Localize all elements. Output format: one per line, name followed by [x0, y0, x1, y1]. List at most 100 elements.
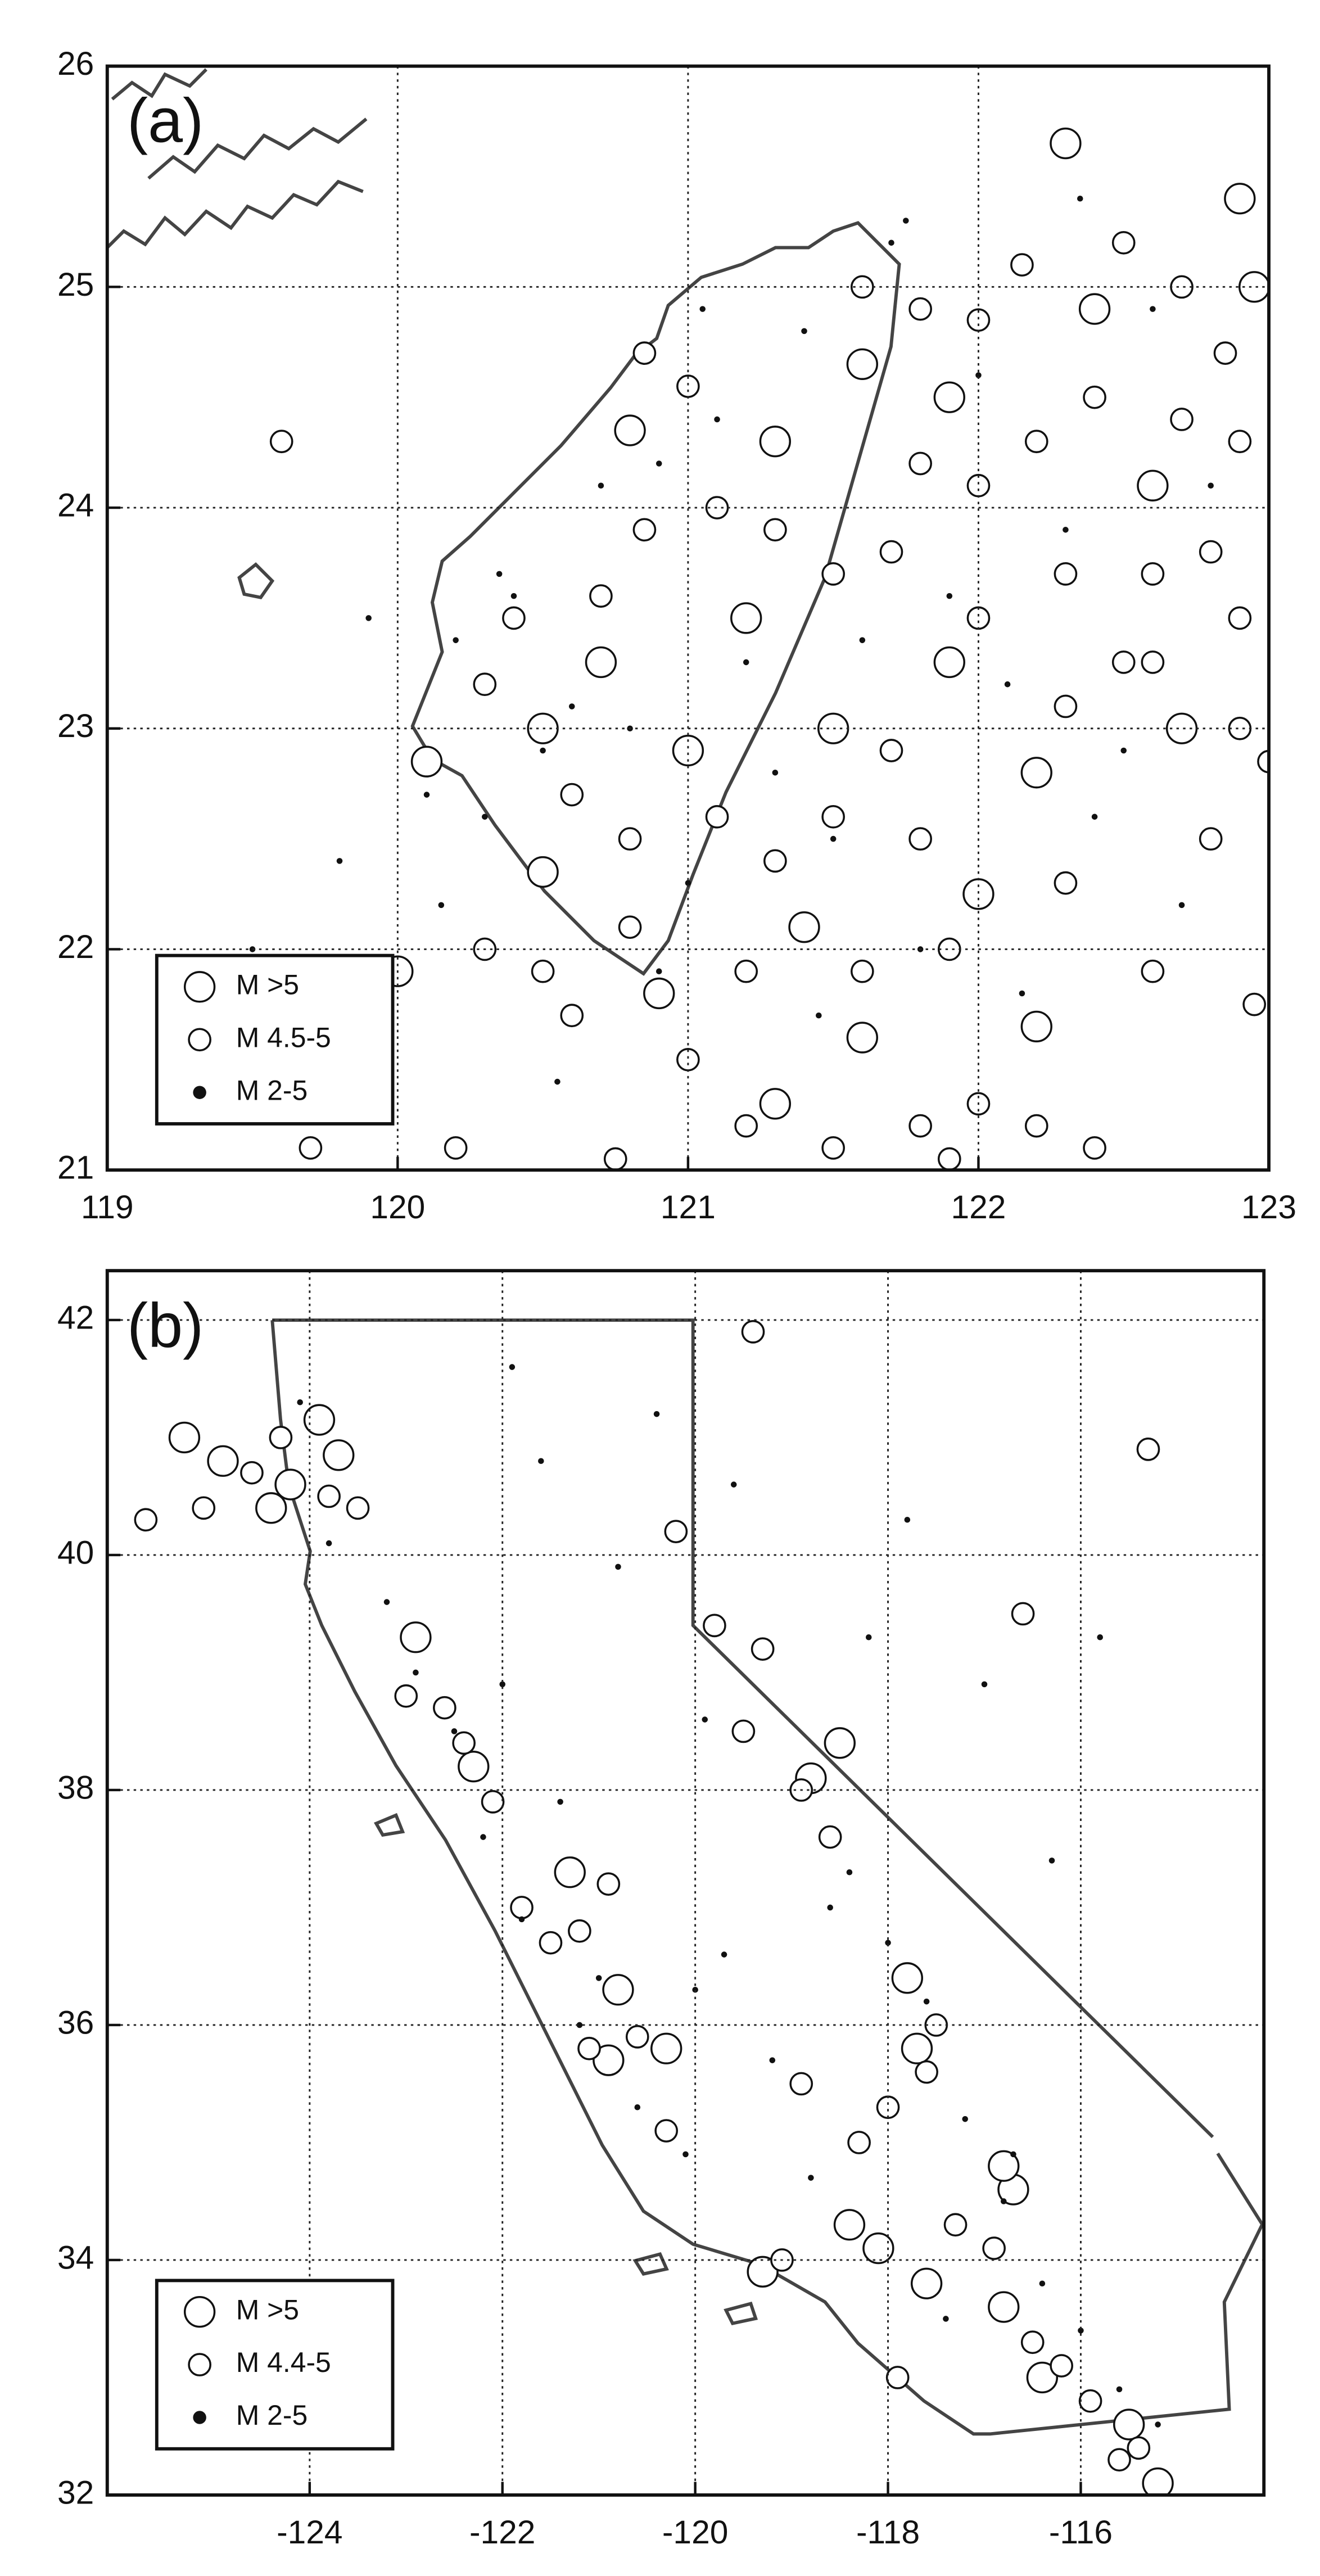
quake — [966, 473, 991, 498]
quake — [847, 2131, 871, 2154]
quake — [846, 1022, 879, 1054]
quake — [596, 1872, 621, 1896]
quake — [554, 1078, 560, 1085]
y-tick-label: 38 — [57, 1769, 94, 1806]
panel: 119 120 121 122 123 21 22 23 24 25 26 (a) M >5 M 4.5-… — [57, 46, 1296, 1226]
quake — [1228, 606, 1252, 630]
y-tick-label: 24 — [57, 487, 94, 524]
quake — [365, 615, 372, 621]
quake — [1083, 1136, 1106, 1160]
quake — [557, 1798, 563, 1805]
quake — [510, 1896, 534, 1919]
quake — [1141, 959, 1165, 983]
quake — [1083, 385, 1106, 409]
quake — [618, 915, 642, 939]
quake — [1199, 827, 1223, 851]
legend-label: M >5 — [236, 969, 299, 1001]
quake — [891, 1962, 924, 1994]
legend: M >5 M 4.5-5 M 2-5 — [155, 953, 395, 1126]
quake — [937, 1147, 961, 1171]
quake — [885, 1940, 891, 1946]
quake — [1091, 814, 1098, 820]
quake — [833, 2209, 866, 2241]
quake — [859, 637, 866, 643]
quake — [730, 1481, 737, 1488]
quake — [1113, 2408, 1145, 2441]
quake — [458, 1750, 490, 1783]
quake — [824, 1727, 856, 1759]
quake — [808, 2175, 814, 2181]
quake — [982, 2236, 1006, 2260]
legend-label: M 4.5-5 — [236, 1022, 331, 1053]
quake — [772, 769, 779, 776]
legend-marker — [188, 2353, 211, 2376]
x-tick-label: -122 — [469, 2514, 535, 2551]
x-tick-label: -120 — [662, 2514, 728, 2551]
quake — [510, 593, 517, 599]
quake — [269, 430, 293, 454]
quake — [1054, 562, 1078, 586]
quake — [496, 571, 503, 577]
legend: M >5 M 4.4-5 M 2-5 — [155, 2279, 395, 2451]
quake — [1011, 1602, 1035, 1626]
quake — [741, 1320, 765, 1344]
quake — [1141, 562, 1165, 586]
quake — [297, 1399, 303, 1405]
quake — [721, 1951, 727, 1958]
quake — [908, 1114, 932, 1138]
quake — [908, 451, 932, 476]
quake — [1078, 293, 1111, 325]
quake — [589, 584, 613, 608]
quake — [585, 646, 617, 679]
quake — [751, 1637, 775, 1661]
quake — [888, 239, 894, 246]
quake — [759, 426, 792, 458]
quake — [255, 1492, 287, 1524]
quake — [801, 328, 807, 335]
quake — [1116, 2386, 1123, 2393]
quake — [317, 1484, 341, 1508]
quake — [943, 2213, 968, 2237]
quake — [830, 835, 837, 842]
quake — [910, 2267, 943, 2299]
quake — [734, 959, 758, 983]
legend-marker — [193, 1086, 206, 1099]
quake — [923, 1998, 930, 2005]
quake — [1224, 183, 1256, 215]
x-tick-label: -124 — [277, 2514, 342, 2551]
quake — [915, 2060, 938, 2084]
plot-area — [134, 1320, 1174, 2495]
legend-marker — [183, 971, 216, 1003]
quake — [323, 1439, 355, 1471]
quake — [1010, 253, 1034, 277]
quake — [1063, 527, 1069, 533]
quake — [632, 341, 657, 365]
y-tick-label: 42 — [57, 1299, 94, 1336]
quake — [1020, 1010, 1052, 1043]
legend-marker — [188, 1028, 211, 1052]
quake — [1242, 992, 1267, 1016]
quake — [1050, 127, 1082, 160]
quake — [1054, 871, 1078, 895]
quake — [539, 1931, 563, 1955]
quake — [577, 2036, 601, 2060]
quake — [518, 1916, 525, 1923]
quake — [656, 968, 662, 974]
quake — [699, 306, 706, 312]
quake — [821, 562, 846, 586]
quake — [1024, 1114, 1048, 1138]
panel-label: (a) — [127, 85, 204, 156]
quake — [480, 1834, 486, 1840]
quake — [1004, 681, 1011, 688]
quake — [593, 2044, 625, 2076]
quake — [207, 1445, 239, 1477]
plot-frame — [105, 1269, 1266, 2497]
quake — [1142, 2467, 1174, 2495]
quake — [1150, 306, 1156, 312]
x-tick-label: -118 — [856, 2514, 920, 2551]
quake — [943, 2316, 949, 2322]
quake — [481, 1790, 505, 1814]
quake — [394, 1684, 418, 1708]
quake — [664, 1520, 688, 1543]
quake — [816, 1012, 822, 1019]
